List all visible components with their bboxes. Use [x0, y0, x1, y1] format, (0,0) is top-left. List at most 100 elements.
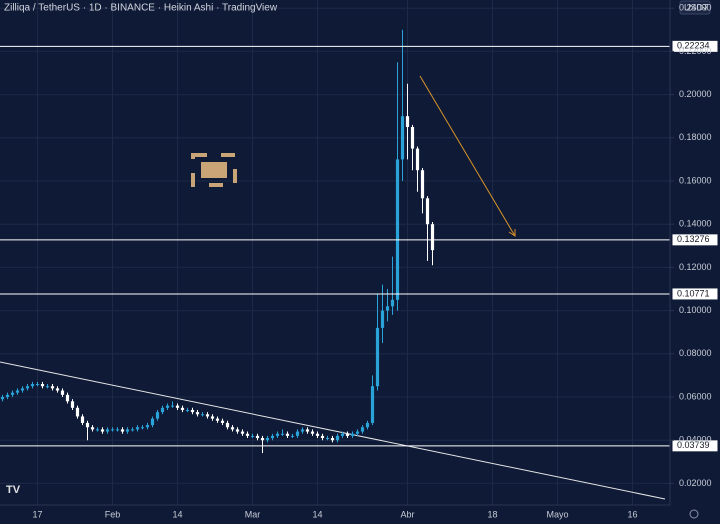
y-tick-label: 0.20000	[679, 89, 712, 99]
candle-body	[5, 394, 10, 398]
candle-body	[290, 435, 295, 437]
candle-body	[340, 433, 345, 436]
candle-body	[160, 407, 165, 413]
candle-body	[55, 388, 60, 391]
candle-body	[430, 224, 435, 251]
y-tick-label: 0.18000	[679, 132, 712, 142]
candle-body	[175, 405, 180, 408]
y-tick-label: 0.24000	[679, 3, 712, 13]
candle-body	[355, 431, 360, 434]
candle-body	[220, 420, 225, 423]
x-tick-label: 16	[627, 509, 637, 519]
price-level-label: 0.13276	[677, 234, 710, 244]
candle-body	[380, 310, 385, 328]
candle-body	[45, 386, 50, 388]
candle-body	[85, 422, 90, 428]
candle-body	[245, 433, 250, 436]
candle-body	[270, 435, 275, 439]
candle-body	[250, 435, 255, 437]
currency-label[interactable]: USDT	[684, 2, 709, 12]
candle-body	[130, 429, 135, 431]
price-level-label: 0.03739	[677, 440, 710, 450]
candle-body	[335, 435, 340, 441]
y-tick-label: 0.06000	[679, 391, 712, 401]
candle-body	[310, 431, 315, 434]
candle-body	[105, 429, 110, 432]
candle-body	[240, 431, 245, 434]
candle-body	[135, 427, 140, 430]
candle-body	[375, 327, 380, 387]
price-level-box	[671, 233, 719, 247]
candle-body	[230, 427, 235, 430]
x-tick-label: Mayo	[546, 509, 568, 519]
price-level-label: 0.10771	[677, 288, 710, 298]
chart-title: Zilliqa / TetherUS · 1D · BINANCE · Heik…	[4, 3, 278, 14]
candle-body	[185, 409, 190, 411]
settings-icon[interactable]	[689, 509, 699, 519]
candle-body	[195, 412, 200, 415]
candle-body	[345, 433, 350, 436]
currency-caret	[702, 6, 708, 10]
price-level-box	[671, 287, 719, 301]
candle-body	[360, 427, 365, 432]
candle-body	[295, 431, 300, 436]
candle-body	[150, 418, 155, 426]
price-levels: 0.22234 0.13276 0.10771 0.03739	[0, 39, 719, 453]
candle-body	[385, 306, 390, 311]
candle-body	[235, 429, 240, 432]
x-tick-label: 14	[172, 509, 182, 519]
candle-body	[285, 433, 290, 436]
candle-body	[330, 438, 335, 441]
price-level-label: 0.22234	[677, 41, 710, 51]
candle-body	[305, 429, 310, 432]
x-tick-label: 18	[487, 509, 497, 519]
candle-body	[415, 148, 420, 171]
candle-body	[20, 388, 25, 391]
trend-line	[0, 361, 666, 500]
candle-body	[180, 407, 185, 410]
y-tick-label: 0.14000	[679, 219, 712, 229]
candle-body	[15, 390, 20, 393]
candle-body	[120, 429, 125, 432]
candle-body	[90, 427, 95, 430]
candle-body	[425, 198, 430, 225]
candle-body	[405, 116, 410, 128]
currency-button[interactable]	[679, 0, 711, 15]
candle-body	[170, 405, 175, 407]
candle-body	[365, 422, 370, 428]
candle-body	[370, 386, 375, 423]
x-tick-label: Mar	[245, 509, 261, 519]
candle-body	[200, 414, 205, 416]
y-tick-label: 0.02000	[679, 478, 712, 488]
candle-body	[95, 429, 100, 431]
candle-body	[155, 412, 160, 419]
watermark-logo	[191, 153, 237, 187]
candle-body	[40, 384, 45, 387]
price-level-box	[671, 39, 719, 53]
candle-body	[350, 433, 355, 436]
candle-body	[110, 429, 115, 431]
candle-body	[265, 438, 270, 441]
x-tick-label: 14	[312, 509, 322, 519]
candle-body	[60, 390, 65, 395]
candle-body	[420, 170, 425, 199]
x-tick-label: 17	[32, 509, 42, 519]
candle-body	[205, 414, 210, 417]
candle-body	[390, 299, 395, 307]
y-tick-label: 0.22000	[679, 46, 712, 56]
candle-body	[140, 427, 145, 429]
candle-body	[260, 438, 265, 441]
candle-body	[320, 435, 325, 439]
candle-body	[10, 392, 15, 395]
candle-body	[255, 435, 260, 439]
candle-body	[325, 438, 330, 440]
tv-logo: TV	[6, 484, 21, 496]
y-tick-label: 0.10000	[679, 305, 712, 315]
candle-body	[300, 429, 305, 432]
candle-body	[225, 422, 230, 428]
y-tick-label: 0.16000	[679, 175, 712, 185]
grid	[0, 0, 670, 505]
candle-body	[100, 429, 105, 432]
candle-body	[0, 397, 5, 400]
